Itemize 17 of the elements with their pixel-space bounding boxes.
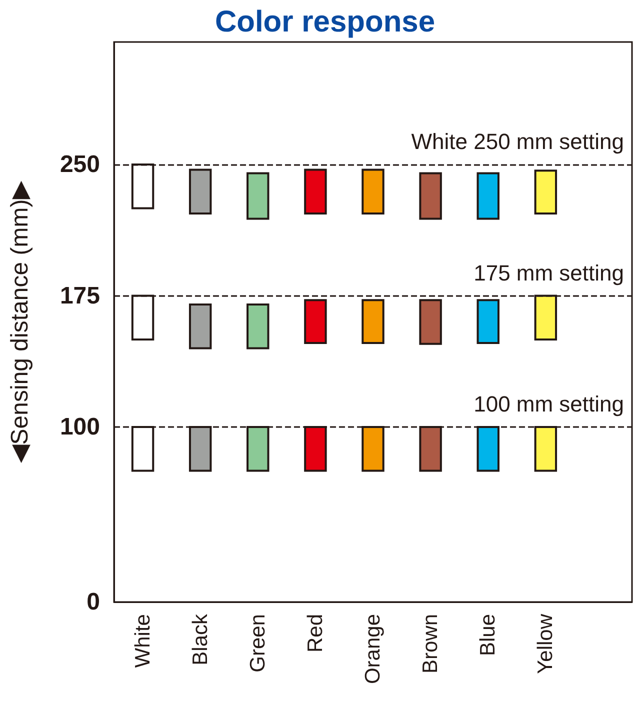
ref-line-label: 175 mm setting bbox=[474, 260, 624, 286]
x-tick-label: Red bbox=[304, 614, 327, 653]
y-tick-label: 175 bbox=[60, 282, 100, 310]
x-tick-label: Green bbox=[246, 614, 270, 672]
x-tick-label: White bbox=[131, 614, 154, 668]
x-tick-label: Orange bbox=[362, 614, 384, 684]
y-tick-label: 250 bbox=[60, 151, 100, 178]
x-tick-label: Yellow bbox=[534, 613, 558, 674]
y-axis-title: ◀Sensing distance (mm)▶ bbox=[6, 180, 34, 464]
y-tick-label: 0 bbox=[86, 588, 100, 616]
x-tick-label: Black bbox=[188, 614, 212, 666]
x-tick-label: Blue bbox=[476, 614, 500, 656]
chart-title: Color response bbox=[214, 6, 436, 38]
ref-line-label: 100 mm setting bbox=[474, 392, 624, 416]
ref-line-label: White 250 mm setting bbox=[411, 129, 624, 154]
x-tick-label: Brown bbox=[419, 614, 442, 674]
y-tick-label: 100 bbox=[60, 414, 100, 440]
